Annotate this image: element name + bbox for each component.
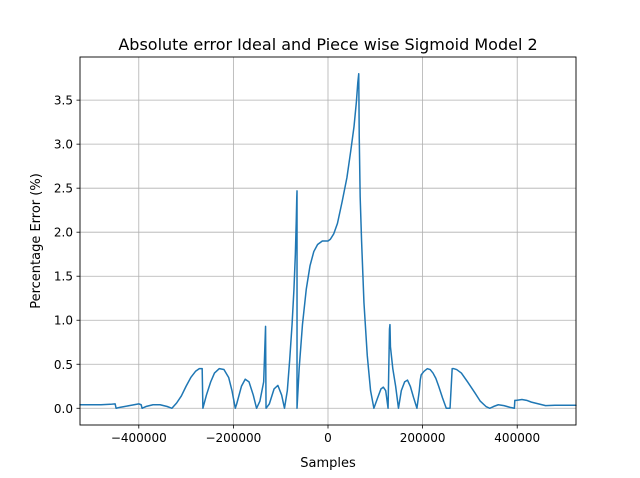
x-tick-label: 0 (324, 431, 332, 445)
x-tick-label: 400000 (494, 431, 540, 445)
x-tick-label: −200000 (205, 431, 261, 445)
x-axis-ticks: −400000 −200000 0 200000 400000 (111, 425, 540, 445)
y-axis-label: Percentage Error (%) (29, 173, 44, 309)
y-tick-label: 1.5 (54, 270, 73, 284)
series-layer (79, 72, 577, 410)
series-line (79, 72, 577, 410)
y-tick-label: 2.5 (54, 182, 73, 196)
y-tick-label: 0.0 (54, 402, 73, 416)
y-tick-label: 3.0 (54, 138, 73, 152)
y-tick-label: 3.5 (54, 94, 73, 108)
y-axis-ticks: 0.0 0.5 1.0 1.5 2.0 2.5 3.0 3.5 (54, 94, 80, 416)
grid-lines (80, 57, 576, 425)
x-tick-label: −400000 (111, 431, 167, 445)
chart-title: Absolute error Ideal and Piece wise Sigm… (118, 35, 537, 54)
x-tick-label: 200000 (400, 431, 446, 445)
y-tick-label: 0.5 (54, 358, 73, 372)
y-tick-label: 2.0 (54, 226, 73, 240)
y-tick-label: 1.0 (54, 314, 73, 328)
x-axis-label: Samples (300, 456, 356, 471)
